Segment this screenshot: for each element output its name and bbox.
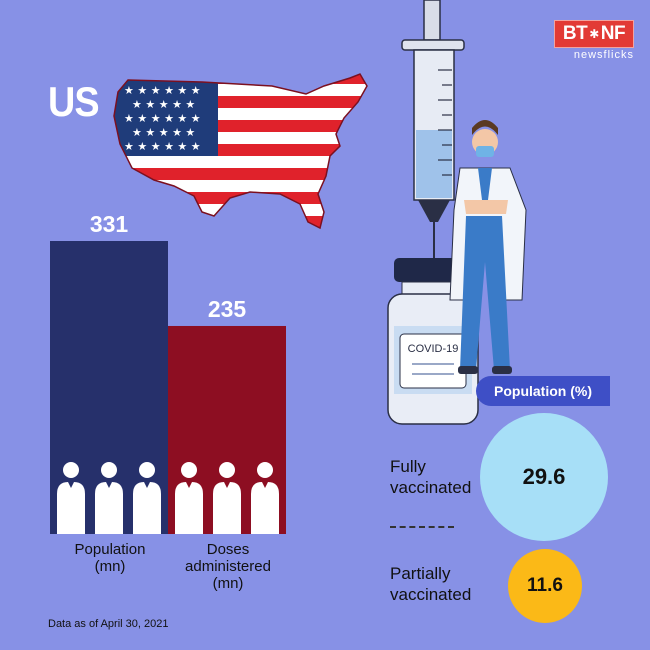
fully-vaccinated-line1: Fully	[390, 457, 426, 476]
country-title: US	[48, 78, 100, 125]
svg-text:★ ★ ★ ★ ★ ★: ★ ★ ★ ★ ★ ★	[124, 84, 201, 97]
footnote: Data as of April 30, 2021	[48, 618, 169, 630]
bar-label-doses-line3: (mn)	[212, 575, 244, 592]
person-icon	[251, 462, 279, 534]
partially-vaccinated-line1: Partially	[390, 564, 451, 583]
bar-label-doses-line1: Doses	[206, 541, 250, 558]
partially-vaccinated-value: 11.6	[527, 575, 563, 596]
brand-bt: BT	[562, 23, 588, 44]
bar-label-population-line2: (mn)	[94, 558, 126, 575]
bar-value-population: 331	[89, 211, 129, 237]
vial-icon	[387, 258, 479, 425]
fully-vaccinated-value: 29.6	[522, 464, 566, 489]
partially-vaccinated-circle: 11.6	[508, 549, 582, 623]
population-percent-title: Population (%)	[476, 376, 610, 406]
person-icon	[95, 462, 123, 534]
bar-label-population-line1: Population	[74, 541, 146, 558]
person-icon	[213, 462, 241, 534]
us-flag-map-illustration: ★ ★ ★ ★ ★ ★ ★ ★ ★ ★ ★ ★ ★ ★ ★ ★ ★ ★ ★ ★ …	[113, 73, 368, 230]
person-icon	[175, 462, 203, 534]
person-icon	[133, 462, 161, 534]
brand-star-icon: ✱	[589, 27, 599, 41]
partially-vaccinated-line2: vaccinated	[390, 585, 472, 604]
bar-label-population: Population (mn)	[45, 541, 175, 575]
svg-text:★ ★ ★ ★ ★ ★: ★ ★ ★ ★ ★ ★	[124, 112, 201, 125]
brand-logo: BT ✱ NF newsflicks	[554, 20, 634, 61]
brand-nf: NF	[600, 23, 626, 44]
brand-logo-box: BT ✱ NF	[554, 20, 634, 48]
bar-label-doses: Doses administered (mn)	[163, 541, 293, 592]
svg-text:★ ★ ★ ★ ★: ★ ★ ★ ★ ★	[132, 126, 195, 139]
syringe-icon	[401, 0, 465, 262]
brand-sub: newsflicks	[573, 49, 634, 61]
person-icon	[57, 462, 85, 534]
svg-text:★ ★ ★ ★ ★ ★: ★ ★ ★ ★ ★ ★	[124, 140, 201, 153]
doctor-icon	[449, 120, 527, 374]
svg-text:★ ★ ★ ★ ★: ★ ★ ★ ★ ★	[132, 98, 195, 111]
fully-vaccinated-label: Fully vaccinated	[390, 456, 471, 498]
vaccine-illustration: COVID-19	[387, 0, 527, 425]
vial-label: COVID-19	[408, 343, 459, 355]
partially-vaccinated-label: Partially vaccinated	[390, 563, 471, 605]
fully-vaccinated-line2: vaccinated	[390, 478, 472, 497]
bar-label-doses-line2: administered	[185, 558, 271, 575]
bar-value-doses: 235	[207, 295, 247, 322]
fully-vaccinated-circle: 29.6	[480, 413, 608, 541]
bar-0	[50, 241, 168, 534]
divider	[390, 526, 454, 528]
